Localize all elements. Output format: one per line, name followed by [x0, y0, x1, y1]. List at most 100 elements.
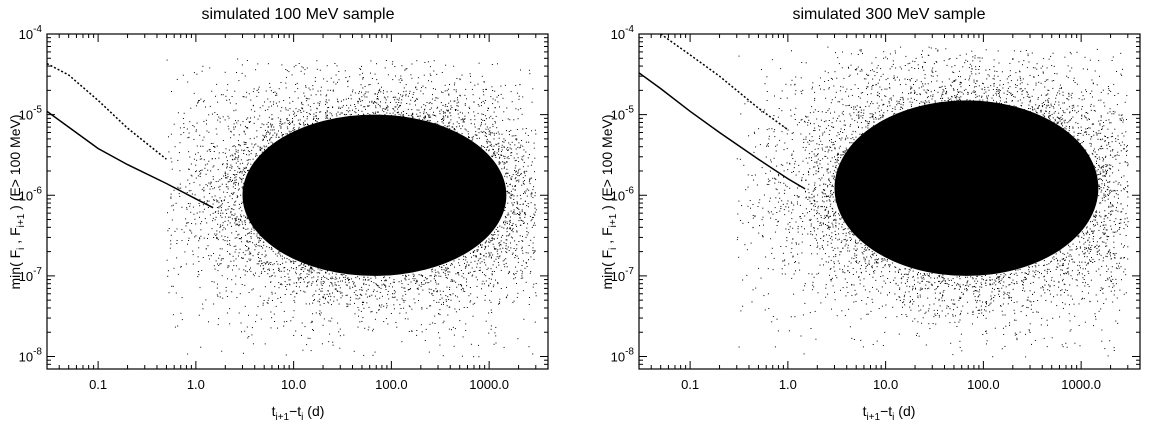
- scatter-point: [185, 225, 187, 227]
- scatter-point: [808, 172, 810, 173]
- scatter-point: [528, 181, 530, 183]
- scatter-point: [978, 85, 980, 87]
- scatter-point: [798, 171, 800, 173]
- scatter-point: [301, 267, 303, 269]
- scatter-point: [276, 134, 278, 136]
- scatter-point: [282, 123, 284, 125]
- scatter-point: [534, 224, 536, 226]
- scatter-point: [838, 233, 840, 235]
- scatter-point: [1105, 136, 1106, 137]
- scatter-point: [808, 153, 810, 155]
- scatter-point: [245, 142, 247, 144]
- scatter-point: [274, 132, 276, 134]
- scatter-point: [295, 285, 297, 287]
- scatter-point: [1021, 272, 1023, 274]
- scatter-point: [758, 267, 759, 269]
- scatter-point: [301, 101, 303, 103]
- scatter-point: [973, 286, 975, 288]
- scatter-point: [332, 277, 334, 279]
- scatter-point: [506, 223, 508, 224]
- scatter-point: [506, 235, 508, 237]
- scatter-point: [237, 120, 239, 122]
- scatter-point: [278, 101, 280, 103]
- scatter-point: [316, 107, 318, 109]
- scatter-point: [738, 256, 740, 258]
- scatter-point: [233, 110, 235, 112]
- scatter-point: [973, 79, 975, 81]
- scatter-point: [223, 199, 225, 201]
- scatter-point: [394, 66, 396, 67]
- scatter-point: [466, 278, 467, 280]
- scatter-point: [227, 244, 229, 245]
- scatter-point: [408, 278, 410, 280]
- scatter-point: [535, 295, 537, 297]
- scatter-point: [361, 100, 363, 102]
- scatter-point: [479, 137, 480, 139]
- scatter-point: [256, 235, 258, 237]
- scatter-point: [511, 185, 513, 187]
- scatter-point: [415, 281, 417, 283]
- scatter-point: [301, 103, 303, 105]
- scatter-point: [288, 120, 290, 122]
- scatter-point: [442, 111, 444, 113]
- scatter-point: [525, 214, 527, 216]
- scatter-point: [515, 250, 517, 251]
- scatter-point: [360, 69, 362, 70]
- scatter-point: [245, 216, 247, 218]
- scatter-point: [169, 247, 171, 249]
- scatter-point: [786, 97, 788, 99]
- scatter-point: [424, 62, 426, 63]
- scatter-point: [206, 130, 208, 132]
- scatter-point: [199, 237, 200, 239]
- scatter-point: [856, 248, 858, 250]
- scatter-point: [338, 331, 340, 333]
- scatter-point: [330, 277, 332, 279]
- scatter-point: [264, 286, 266, 288]
- scatter-point: [481, 102, 482, 104]
- scatter-point: [518, 220, 520, 222]
- scatter-point: [303, 73, 305, 75]
- scatter-point: [817, 111, 819, 112]
- scatter-point: [752, 204, 754, 205]
- scatter-point: [476, 266, 478, 268]
- scatter-point: [801, 62, 803, 63]
- scatter-point: [1112, 156, 1114, 158]
- scatter-point: [460, 284, 461, 286]
- scatter-point: [1104, 348, 1106, 350]
- scatter-point: [212, 142, 214, 144]
- scatter-point: [1091, 257, 1092, 258]
- scatter-point: [313, 118, 315, 119]
- scatter-point: [306, 98, 308, 100]
- scatter-point: [811, 151, 813, 153]
- scatter-point: [481, 145, 483, 147]
- scatter-point: [775, 188, 777, 190]
- scatter-point: [952, 354, 954, 356]
- scatter-point: [248, 314, 249, 316]
- scatter-point: [338, 106, 340, 108]
- scatter-point: [855, 136, 857, 138]
- scatter-point: [790, 316, 792, 318]
- scatter-point: [534, 222, 535, 224]
- scatter-point: [901, 68, 902, 70]
- scatter-point: [269, 86, 271, 88]
- scatter-point: [400, 75, 402, 77]
- scatter-point: [430, 305, 432, 307]
- scatter-point: [496, 96, 498, 98]
- scatter-point: [522, 166, 524, 168]
- scatter-point: [290, 320, 292, 322]
- scatter-point: [822, 223, 824, 225]
- scatter-point: [842, 271, 844, 273]
- scatter-point: [186, 128, 188, 130]
- scatter-point: [482, 89, 484, 91]
- scatter-point: [1109, 122, 1111, 124]
- scatter-point: [814, 188, 816, 190]
- scatter-point: [295, 267, 297, 268]
- scatter-point: [495, 342, 497, 344]
- scatter-point: [246, 118, 248, 120]
- scatter-point: [264, 129, 266, 131]
- scatter-point: [376, 93, 378, 95]
- scatter-point: [217, 237, 219, 239]
- scatter-point: [386, 91, 388, 93]
- scatter-point: [932, 284, 933, 286]
- scatter-point: [871, 115, 873, 117]
